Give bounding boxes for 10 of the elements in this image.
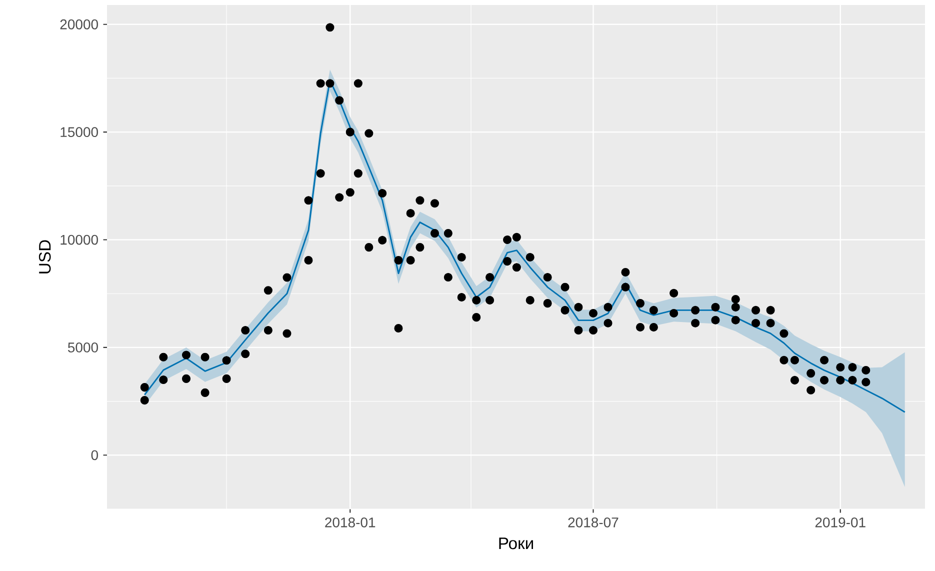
y-axis-title: USD xyxy=(38,240,51,274)
y-tick-label: 5000 xyxy=(68,342,98,352)
y-tick-label: 20000 xyxy=(60,19,98,30)
y-tick-label: 0 xyxy=(91,450,98,460)
x-tick-label: 2018-01 xyxy=(325,517,376,528)
x-tick-label: 2018-07 xyxy=(568,517,618,528)
x-axis-title: Роки xyxy=(499,538,533,550)
x-tick-label: 2019-01 xyxy=(815,517,866,528)
y-tick-label: 15000 xyxy=(60,127,98,138)
y-tick-label: 10000 xyxy=(60,234,98,245)
